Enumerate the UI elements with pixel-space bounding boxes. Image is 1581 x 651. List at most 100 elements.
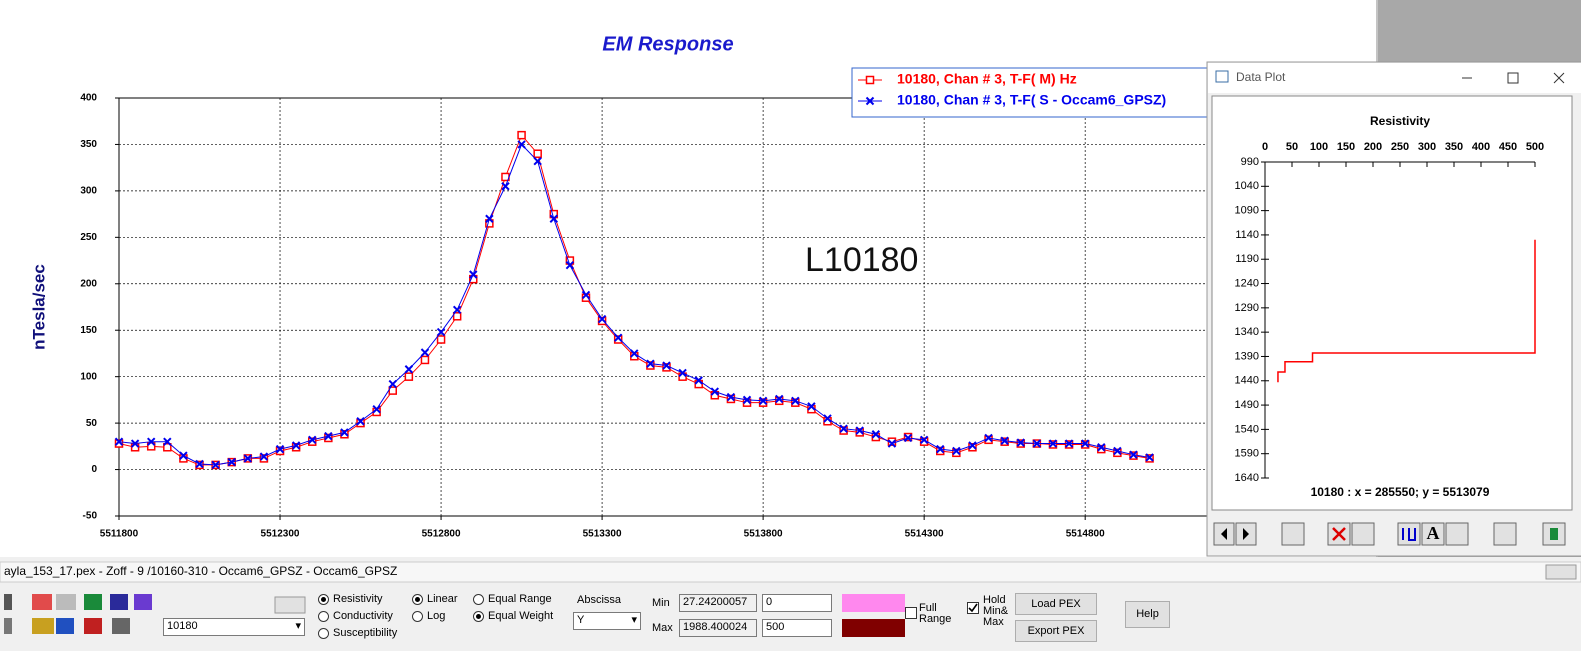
marker <box>114 437 124 446</box>
full-range-checkbox[interactable] <box>905 607 917 619</box>
tool-icon[interactable] <box>112 618 130 634</box>
marker <box>1032 439 1042 448</box>
abscissa-label: Abscissa <box>577 594 622 606</box>
marker <box>1129 450 1138 459</box>
marker <box>517 140 526 149</box>
y-tick-label: 350 <box>80 139 97 150</box>
restore-button[interactable] <box>1545 564 1577 580</box>
marker <box>758 398 768 407</box>
tool-icon[interactable] <box>4 618 12 634</box>
marker <box>839 426 848 435</box>
tool-icon[interactable] <box>32 618 54 634</box>
marker <box>195 459 204 469</box>
max-input[interactable]: 500 <box>762 619 832 637</box>
check-path <box>968 603 978 613</box>
x-tick-label: 5514800 <box>1066 529 1105 540</box>
export-button[interactable]: Export PEX <box>1015 620 1097 642</box>
y-axis-label: nTesla/sec <box>29 264 48 350</box>
radio-button[interactable] <box>318 594 329 605</box>
tool-icon[interactable] <box>32 594 52 610</box>
marker <box>291 441 301 450</box>
tool-icon[interactable] <box>56 594 76 610</box>
hold-label: Hold Min& Max <box>983 594 1009 628</box>
marker <box>807 402 816 411</box>
line-combo[interactable]: 10180 ▾ <box>163 618 305 636</box>
marker <box>420 355 430 365</box>
radio-button[interactable] <box>412 611 423 622</box>
help-button[interactable]: Help <box>1125 601 1170 628</box>
tool-icon[interactable] <box>56 618 74 634</box>
radio-button[interactable] <box>318 628 329 639</box>
marker <box>324 433 333 443</box>
combo-text: 10180 <box>167 620 198 632</box>
min-input[interactable]: 0 <box>762 594 832 612</box>
marker <box>646 361 655 370</box>
grid-button[interactable] <box>1445 522 1469 546</box>
x-tick-label: 450 <box>1499 141 1517 153</box>
plot-title: Resistivity <box>1370 114 1430 128</box>
text-button[interactable] <box>1421 522 1445 546</box>
marker <box>613 335 623 344</box>
combo-text: Y <box>577 614 585 626</box>
maximize-button[interactable] <box>1507 72 1519 84</box>
tool-icon[interactable] <box>110 594 128 610</box>
chart-title: EM Response <box>602 33 733 55</box>
radio-button[interactable] <box>473 594 484 605</box>
full-range-label: Full Range <box>919 602 952 625</box>
tool-icon[interactable] <box>84 594 102 610</box>
y-tick-label: 990 <box>1241 156 1259 168</box>
tool-icon[interactable] <box>134 594 152 610</box>
radio-label: Equal Range <box>488 593 552 605</box>
y-tick-label: 1290 <box>1235 302 1259 314</box>
marker <box>984 433 993 443</box>
marker <box>1145 453 1154 462</box>
marker <box>420 348 430 357</box>
y-tick-label: 1040 <box>1235 180 1259 192</box>
marker <box>436 335 446 344</box>
marker <box>404 372 414 381</box>
max-color[interactable] <box>842 619 905 637</box>
marker <box>533 149 542 158</box>
marker <box>404 365 414 374</box>
legend-label: 10180, Chan # 3, T-F( S - Occam6_GPSZ) <box>897 92 1166 108</box>
combo-arrow: ▾ <box>631 614 637 626</box>
marker <box>388 379 397 389</box>
check-mark <box>968 603 978 613</box>
marker <box>597 314 607 324</box>
y-tick-label: 1640 <box>1235 472 1259 484</box>
marker <box>1097 444 1106 454</box>
marker <box>865 75 875 85</box>
radio-button[interactable] <box>318 611 329 622</box>
y-tick-label: 1240 <box>1235 277 1259 289</box>
print-button[interactable] <box>1493 522 1517 546</box>
tool-icon[interactable] <box>4 594 12 610</box>
radio-button[interactable] <box>473 611 484 622</box>
close-button[interactable] <box>1553 72 1565 84</box>
load-button[interactable]: Load PEX <box>1015 593 1097 615</box>
radio-button[interactable] <box>412 594 423 605</box>
marker <box>775 394 784 404</box>
spin-button[interactable] <box>274 596 306 614</box>
hold-checkbox[interactable] <box>967 602 979 614</box>
marker <box>774 396 784 406</box>
y-tick-label: -50 <box>83 511 98 522</box>
x-tick-label: 250 <box>1391 141 1409 153</box>
marker <box>791 396 800 406</box>
marker <box>936 446 945 456</box>
marker <box>146 437 156 446</box>
undo-button[interactable] <box>1351 522 1375 546</box>
min-color[interactable] <box>842 594 905 612</box>
marker <box>452 312 462 321</box>
marker <box>485 214 494 223</box>
save-button[interactable] <box>1281 522 1305 546</box>
x-tick-label: 150 <box>1337 141 1355 153</box>
abscissa-combo[interactable]: Y ▾ <box>573 612 641 630</box>
marker <box>501 182 510 191</box>
y-tick-label: 1340 <box>1235 326 1259 338</box>
x-tick-label: 0 <box>1262 141 1268 153</box>
y-tick-label: 1090 <box>1235 205 1259 217</box>
marker <box>1000 436 1009 445</box>
marker <box>307 437 317 446</box>
tool-icon[interactable] <box>84 618 102 634</box>
